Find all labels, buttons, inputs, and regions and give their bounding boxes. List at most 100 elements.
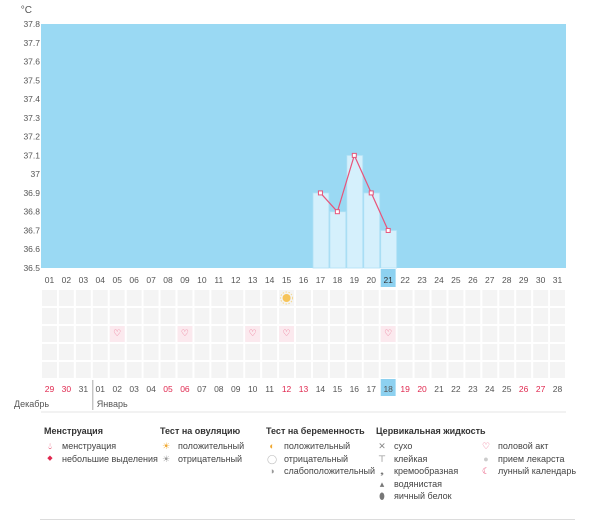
temperature-point [385,227,391,233]
symptom-cell [482,308,498,324]
symptom-cell [262,308,278,324]
symptom-cell [75,290,91,306]
sun-negative-icon: ☀ [161,453,171,464]
heart-icon: ♡ [384,329,392,339]
symptom-cell [533,290,549,306]
symptom-cell [245,308,261,324]
calendar-date-label: 04 [146,384,156,394]
symptom-cell [448,308,464,324]
symptom-cell [228,290,244,306]
symptom-cell [211,326,227,342]
symptom-cell [262,362,278,378]
legend-label: половой акт [498,441,549,451]
symptom-cell [296,308,311,324]
symptom-cell [109,290,125,306]
symptom-cell [228,308,244,324]
symptom-cell [245,290,261,306]
y-tick-label: 36.6 [23,244,40,254]
calendar-date-label: 18 [383,384,393,394]
legend-item: ☾ лунный календарь [480,465,576,478]
symptom-cell [75,308,91,324]
pregnancy-negative-icon: ◯ [266,453,278,464]
symptom-cell [499,362,515,378]
symptom-cell [143,290,159,306]
symptom-cell [431,308,447,324]
symptom-cell [414,308,430,324]
symptom-cell [465,326,481,342]
symptom-cell [279,362,295,378]
symptom-cell [58,362,74,378]
calendar-date-label: 11 [265,384,274,394]
legend-item: ◑ слабоположительный [266,465,375,478]
symptom-cell [92,308,108,324]
sun-positive-icon: ☀ [161,441,171,451]
calendar-date-label: 14 [316,384,326,394]
legend-title: Тест на овуляцию [160,426,241,436]
symptom-cell [550,308,565,324]
legend-label: положительный [178,441,245,451]
legend-label: водянистая [394,478,443,489]
legend: Менструация 💧︎ менструация ◆ небольшие в… [44,426,576,506]
calendar-date-label: 25 [502,384,512,394]
heart-icon: ♡ [181,329,189,339]
watery-icon: ▴ [379,478,385,489]
legend-menstruation: Менструация 💧︎ менструация ◆ небольшие в… [44,426,158,465]
symptom-cell [58,326,74,342]
legend-label: сухо [394,441,413,451]
cycle-day-label: 07 [146,275,156,285]
creamy-icon: ❟ [380,466,384,476]
symptom-cell [211,308,227,324]
calendar-date-label: 16 [350,384,360,394]
legend-cervical: Цервикальная жидкость ✕ сухо ⊤ клейкая ❟… [376,426,486,503]
cycle-day-label: 30 [536,275,546,285]
cycle-day-label: 09 [180,275,190,285]
symptom-cell [160,326,176,342]
legend-label: клейкая [394,453,428,464]
calendar-date-label: 05 [163,384,173,394]
calendar-date-label: 26 [519,384,529,394]
calendar-date-label: 13 [299,384,309,394]
symptom-cell [177,290,193,306]
symptom-cell [42,308,57,324]
sex-cell [380,326,396,342]
calendar-date-label: 22 [451,384,461,394]
symptom-cell [380,308,396,324]
symptom-cell [143,362,159,378]
symptom-cell [363,290,379,306]
calendar-date-label: 30 [62,384,72,394]
cycle-day-label: 21 [383,275,393,285]
legend-item: ⊤ клейкая [376,453,486,466]
symptom-cell [465,308,481,324]
ovulation-positive-marker-rays [280,291,294,305]
symptom-cell [312,362,328,378]
legend-item: ● прием лекарста [480,453,576,466]
legend-label: слабоположительный [284,466,376,476]
symptom-cell [126,290,142,306]
symptom-cell [499,326,515,342]
cycle-day-label: 27 [485,275,495,285]
moon-icon: ☾ [481,466,491,476]
symptom-cell [296,344,311,360]
cycle-day-label: 13 [248,275,258,285]
bbt-chart: °C 36.5 36.6 36.7 36.8 36.9 37 37.1 37.2 37.3 37.4… [14,5,566,413]
symptom-cell [499,290,515,306]
calendar-date-label: 27 [536,384,546,394]
legend-item: ▴ водянистая [376,478,486,491]
symptom-cell [329,344,345,360]
symptom-cell [431,290,447,306]
symptom-cell [194,344,210,360]
symptom-cell [516,308,532,324]
symptom-cell [211,344,227,360]
legend-item: ◯ отрицательный [266,453,375,466]
calendar-date-label: 21 [434,384,444,394]
month-label: Январь [97,399,128,409]
cycle-day-label: 19 [350,275,360,285]
legend-label: небольшие выделения [62,453,158,464]
sex-cell [177,326,193,342]
symptom-cell [126,344,142,360]
calendar-date-label: 15 [333,384,343,394]
legend-label: отрицательный [178,453,243,464]
symptom-cell [160,344,176,360]
sex-cell [279,326,295,342]
cycle-day-label: 01 [45,275,55,285]
